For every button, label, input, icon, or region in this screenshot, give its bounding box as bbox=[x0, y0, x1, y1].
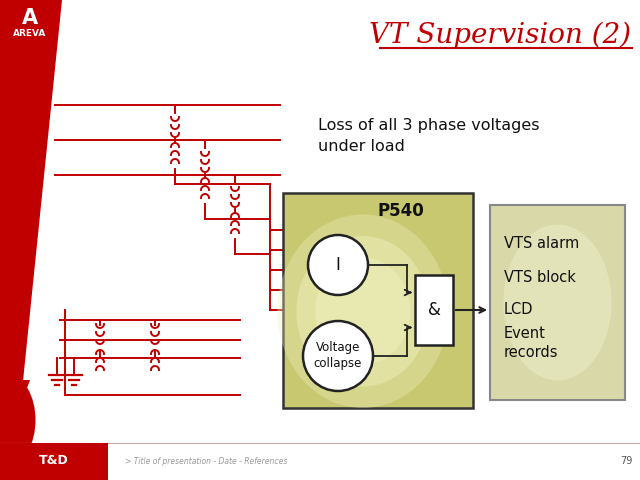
Text: VTS alarm: VTS alarm bbox=[504, 236, 579, 251]
Text: A: A bbox=[22, 8, 38, 28]
FancyBboxPatch shape bbox=[283, 193, 473, 408]
Text: Event
records: Event records bbox=[504, 326, 559, 360]
Text: &: & bbox=[428, 301, 440, 319]
FancyBboxPatch shape bbox=[0, 443, 108, 480]
FancyBboxPatch shape bbox=[490, 205, 625, 400]
Text: > Title of presentation - Date - References: > Title of presentation - Date - Referen… bbox=[125, 456, 287, 466]
Text: VTS block: VTS block bbox=[504, 269, 576, 285]
Circle shape bbox=[308, 235, 368, 295]
Text: LCD: LCD bbox=[504, 302, 534, 317]
FancyBboxPatch shape bbox=[415, 275, 453, 345]
Text: 79: 79 bbox=[620, 456, 632, 466]
Ellipse shape bbox=[316, 257, 410, 365]
Polygon shape bbox=[0, 0, 62, 430]
Polygon shape bbox=[0, 380, 30, 460]
Text: P540: P540 bbox=[378, 202, 424, 220]
Text: Loss of all 3 phase voltages
under load: Loss of all 3 phase voltages under load bbox=[318, 118, 540, 154]
Text: Voltage
collapse: Voltage collapse bbox=[314, 341, 362, 371]
Ellipse shape bbox=[504, 225, 611, 381]
Text: VT Supervision (2): VT Supervision (2) bbox=[369, 21, 631, 48]
Text: T&D: T&D bbox=[39, 455, 69, 468]
Ellipse shape bbox=[277, 215, 448, 408]
Circle shape bbox=[303, 321, 373, 391]
Text: AREVA: AREVA bbox=[13, 28, 47, 37]
Ellipse shape bbox=[0, 375, 35, 465]
Ellipse shape bbox=[296, 236, 429, 386]
Text: I: I bbox=[335, 256, 340, 274]
